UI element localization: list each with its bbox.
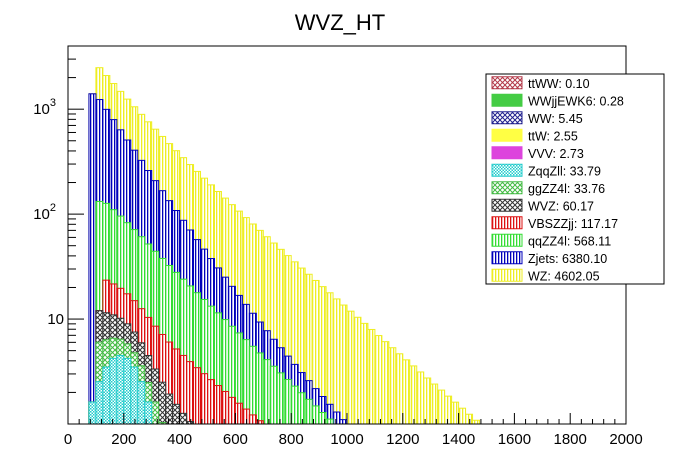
bar-vbszzjj-625 — [241, 408, 250, 425]
bar-wz-975 — [339, 304, 348, 425]
bar-wz-1400 — [458, 407, 467, 425]
bar-vbszzjj-575 — [227, 396, 236, 425]
bar-wz-1075 — [367, 328, 376, 425]
legend-label-vvv: VVV: 2.73 — [528, 147, 584, 161]
legend-swatch-zjets — [491, 251, 523, 265]
legend-swatch-ggzz4l — [491, 181, 523, 195]
legend-label-ggzz4l: ggZZ4l: 33.76 — [528, 182, 605, 196]
x-tick-label: 1200 — [386, 431, 419, 448]
x-tick-label: 400 — [167, 431, 192, 448]
bar-wz-1025 — [353, 316, 362, 425]
bar-qqzz4l-750 — [276, 372, 285, 425]
bar-zqqzll-200 — [123, 357, 132, 425]
legend-label-wz: WZ: 4602.05 — [528, 269, 600, 283]
legend-label-zjets: Zjets: 6380.10 — [528, 252, 607, 266]
legend-label-ttww: ttWW: 0.10 — [528, 77, 590, 91]
legend-swatch-ttww — [491, 76, 523, 90]
legend-swatch-ttw — [491, 128, 523, 142]
bar-wvz-375 — [172, 403, 181, 425]
bar-qqzz4l-825 — [297, 392, 306, 425]
bar-wz-1200 — [402, 359, 411, 425]
legend-label-ww: WW: 5.45 — [528, 112, 583, 126]
legend-label-zqqzll: ZqqZll: 33.79 — [528, 164, 601, 178]
bar-wz-1300 — [430, 383, 439, 425]
x-tick-label: 1600 — [498, 431, 531, 448]
bar-qqzz4l-650 — [248, 345, 257, 425]
bar-qqzz4l-800 — [290, 385, 299, 425]
legend-label-ttw: ttW: 2.55 — [528, 129, 578, 143]
bar-wz-1100 — [374, 335, 383, 425]
bar-zqqzll-125 — [102, 366, 111, 425]
x-tick-label: 1800 — [554, 431, 587, 448]
bar-zqqzll-225 — [130, 366, 139, 425]
bar-qqzz4l-775 — [283, 379, 292, 425]
legend-label-wwjjewk6: WWjjEWK6: 0.28 — [528, 94, 624, 108]
bar-wz-1225 — [409, 365, 418, 425]
bar-vbszzjj-450 — [193, 367, 202, 425]
legend-label-vbszzjj: VBSZZjj: 117.17 — [528, 217, 618, 231]
x-tick-label: 600 — [223, 431, 248, 448]
bar-wz-1450 — [472, 419, 481, 425]
x-tick-label: 800 — [279, 431, 304, 448]
bar-vbszzjj-475 — [200, 373, 208, 425]
bar-vbszzjj-550 — [220, 390, 229, 425]
bar-qqzz4l-700 — [262, 359, 271, 425]
legend-label-wvz: WVZ: 60.17 — [528, 199, 594, 213]
x-tick-label: 1000 — [330, 431, 363, 448]
bar-wvz-325 — [158, 381, 167, 425]
bar-wz-1250 — [416, 371, 425, 425]
bar-wz-1175 — [395, 353, 404, 425]
bar-zjets-950 — [332, 411, 341, 425]
legend-swatch-vbszzjj — [491, 216, 523, 230]
bar-wz-1350 — [444, 395, 453, 425]
legend-label-qqzz4l: qqZZ4l: 568.11 — [528, 234, 611, 248]
bar-vbszzjj-600 — [234, 402, 243, 425]
bar-qqzz4l-725 — [269, 365, 278, 425]
bar-zqqzll-175 — [116, 354, 125, 425]
bar-wvz-350 — [165, 393, 174, 425]
x-tick-label: 200 — [111, 431, 136, 448]
bar-vbszzjj-650 — [248, 414, 257, 425]
legend-swatch-zqqzll — [491, 163, 523, 177]
bar-wz-950 — [332, 298, 341, 425]
bar-zqqzll-250 — [137, 381, 146, 425]
bar-qqzz4l-925 — [325, 418, 334, 425]
bar-qqzz4l-850 — [304, 398, 313, 425]
x-tick-label: 2000 — [609, 431, 642, 448]
chart-title: WVZ_HT — [295, 10, 385, 35]
axes: 0 200 400 600 800 1000 1200 1400 1600 1800 2000101… — [33, 45, 643, 448]
legend-box — [485, 73, 665, 285]
x-tick-label: 1400 — [442, 431, 475, 448]
y-tick-label: 10 — [47, 311, 64, 328]
bar-zjets-75 — [88, 93, 97, 425]
legend-swatch-wwjjewk6 — [491, 93, 523, 107]
bar-wvz-400 — [179, 412, 188, 425]
legend: ttWW: 0.10 WWjjEWK6: 0.28 WW: 5.45 ttW: 2.5… — [485, 73, 665, 285]
bar-wz-1325 — [437, 389, 446, 425]
bar-zjets-975 — [339, 419, 348, 425]
legend-swatch-ww — [491, 111, 523, 125]
bar-vbszzjj-425 — [186, 361, 195, 425]
bar-wz-1275 — [423, 377, 432, 425]
bar-wz-1150 — [388, 347, 397, 425]
legend-swatch-wvz — [491, 198, 523, 212]
bar-vbszzjj-525 — [213, 385, 222, 425]
bar-wz-1375 — [451, 401, 460, 425]
legend-swatch-wz — [491, 268, 523, 282]
legend-swatch-qqzz4l — [491, 233, 523, 247]
x-tick-label: 0 — [64, 431, 72, 448]
bar-qqzz4l-675 — [255, 352, 264, 425]
bar-wz-1425 — [465, 413, 474, 425]
bar-wz-1050 — [360, 322, 369, 425]
bar-wz-1000 — [346, 310, 355, 425]
bar-vbszzjj-500 — [207, 379, 215, 425]
bar-wz-1125 — [381, 341, 390, 425]
legend-swatch-vvv — [491, 146, 523, 160]
bar-zqqzll-150 — [109, 357, 118, 425]
bar-zqqzll-100 — [95, 381, 104, 425]
